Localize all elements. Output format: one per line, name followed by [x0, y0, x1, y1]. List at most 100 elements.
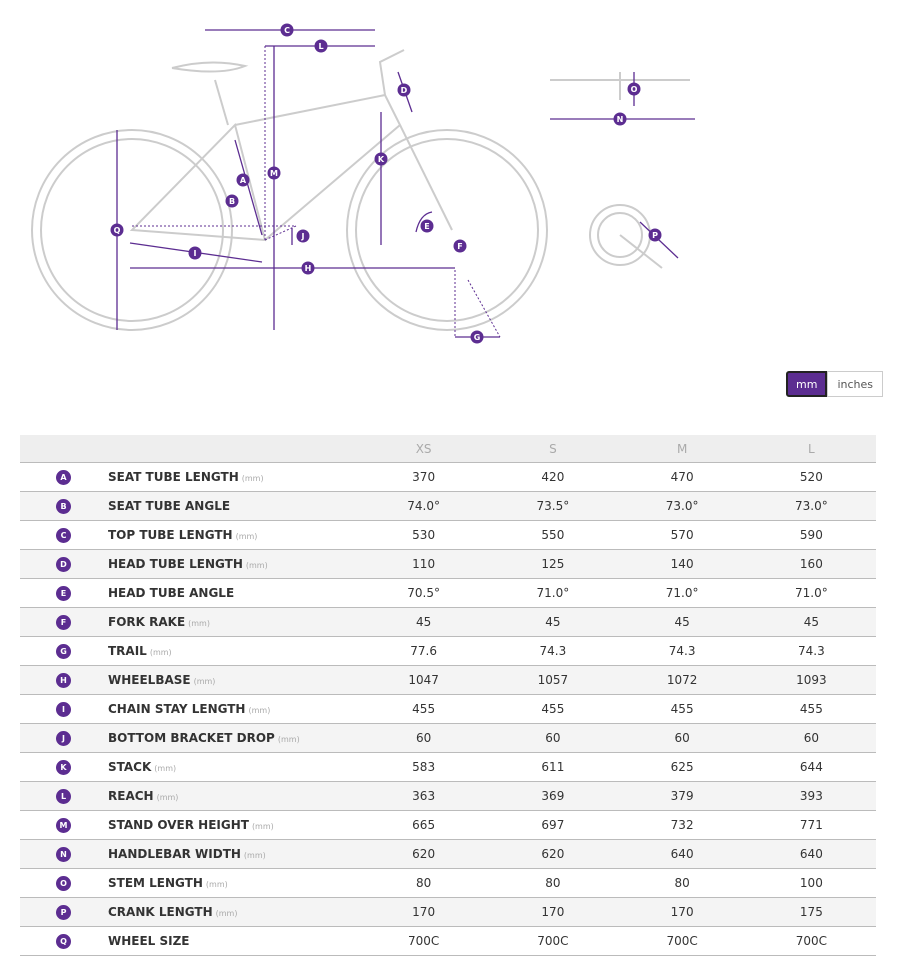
cell-value: 1093 [746, 665, 876, 695]
diagram-label: D [401, 86, 408, 95]
table-row: N HANDLEBAR WIDTH (mm) 620 620 640 640 [20, 839, 876, 869]
cell-value: 74.3 [617, 636, 747, 666]
cell-value: 45 [746, 607, 876, 637]
unit: (mm) [205, 880, 228, 889]
unit: (mm) [235, 532, 258, 541]
measurement-name: WHEELBASE [108, 673, 191, 687]
label-badge: E [56, 586, 71, 601]
cell-value: 140 [617, 549, 747, 579]
unit: (mm) [154, 764, 177, 773]
cell-value: 73.0° [617, 491, 747, 521]
mm-button[interactable]: mm [786, 371, 828, 397]
table-row: O STEM LENGTH (mm) 80 80 80 100 [20, 868, 876, 898]
unit: (mm) [149, 648, 172, 657]
cell-value: 370 [359, 462, 489, 492]
measurement-name: BOTTOM BRACKET DROP [108, 731, 275, 745]
cell-value: 80 [617, 868, 747, 898]
cell-value: 73.5° [488, 491, 618, 521]
cell-value: 520 [746, 462, 876, 492]
label-badge: F [56, 615, 71, 630]
cell-value: 583 [359, 752, 489, 782]
cell-value: 570 [617, 520, 747, 550]
unit: (mm) [243, 851, 266, 860]
cell-value: 100 [746, 868, 876, 898]
table-row: C TOP TUBE LENGTH (mm) 530 550 570 590 [20, 520, 876, 550]
diagram-label: P [652, 231, 658, 240]
cell-value: 665 [359, 810, 489, 840]
table-row: Q WHEEL SIZE 700C 700C 700C 700C [20, 926, 876, 956]
diagram-label: B [229, 197, 235, 206]
cell-value: 530 [359, 520, 489, 550]
label-badge: Q [56, 934, 71, 949]
table-row: B SEAT TUBE ANGLE 74.0° 73.5° 73.0° 73.0° [20, 491, 876, 521]
cell-value: 620 [488, 839, 618, 869]
cell-value: 70.5° [359, 578, 489, 608]
label-badge: I [56, 702, 71, 717]
cell-value: 771 [746, 810, 876, 840]
label-badge: P [56, 905, 71, 920]
inches-button[interactable]: inches [827, 371, 883, 397]
cell-value: 170 [359, 897, 489, 927]
cell-value: 45 [617, 607, 747, 637]
measurement-name: HANDLEBAR WIDTH [108, 847, 241, 861]
diagram-badge-d [397, 83, 411, 97]
cell-value: 470 [617, 462, 747, 492]
cell-value: 80 [488, 868, 618, 898]
cell-value: 455 [746, 694, 876, 724]
diagram-label: K [378, 155, 385, 164]
label-badge: D [56, 557, 71, 572]
unit-toggle: mm inches [786, 371, 883, 397]
diagram-badge-q [110, 223, 124, 237]
cell-value: 369 [488, 781, 618, 811]
unit: (mm) [188, 619, 210, 628]
size-l: L [746, 435, 876, 463]
label-badge: N [56, 847, 71, 862]
diagram-label: N [617, 115, 624, 124]
cell-value: 74.3 [746, 636, 876, 666]
cell-value: 590 [746, 520, 876, 550]
cell-value: 60 [488, 723, 618, 753]
diagram-label: M [270, 169, 278, 178]
cell-value: 125 [488, 549, 618, 579]
diagram-badge-n [613, 112, 627, 126]
diagram-label: J [301, 232, 305, 241]
size-m: M [617, 435, 747, 463]
cell-value: 110 [359, 549, 489, 579]
diagram-badge-j [296, 229, 310, 243]
cell-value: 455 [488, 694, 618, 724]
measurement-name: TRAIL [108, 644, 147, 658]
diagram-badge-o [627, 82, 641, 96]
cell-value: 1072 [617, 665, 747, 695]
table-row: L REACH (mm) 363 369 379 393 [20, 781, 876, 811]
unit: (mm) [193, 677, 216, 686]
cell-value: 80 [359, 868, 489, 898]
unit: (mm) [245, 561, 268, 570]
diagram-label: Q [114, 226, 121, 235]
diagram-label: E [424, 222, 429, 231]
cell-value: 71.0° [488, 578, 618, 608]
cell-value: 640 [746, 839, 876, 869]
table-row: G TRAIL (mm) 77.6 74.3 74.3 74.3 [20, 636, 876, 666]
cell-value: 74.3 [488, 636, 618, 666]
diagram-label: I [194, 249, 197, 258]
cell-value: 60 [359, 723, 489, 753]
cell-value: 45 [488, 607, 618, 637]
cell-value: 455 [617, 694, 747, 724]
cell-value: 60 [617, 723, 747, 753]
cell-value: 620 [359, 839, 489, 869]
cell-value: 697 [488, 810, 618, 840]
cell-value: 73.0° [746, 491, 876, 521]
cell-value: 71.0° [746, 578, 876, 608]
cell-value: 45 [359, 607, 489, 637]
measurement-name: STEM LENGTH [108, 876, 203, 890]
cell-value: 77.6 [359, 636, 489, 666]
cell-value: 160 [746, 549, 876, 579]
cell-value: 379 [617, 781, 747, 811]
table-row: F FORK RAKE (mm) 45 45 45 45 [20, 607, 876, 637]
cell-value: 71.0° [617, 578, 747, 608]
cell-value: 732 [617, 810, 747, 840]
diagram-label: G [474, 333, 481, 342]
diagram-label: A [240, 176, 247, 185]
label-badge: H [56, 673, 71, 688]
unit: (mm) [241, 474, 264, 483]
